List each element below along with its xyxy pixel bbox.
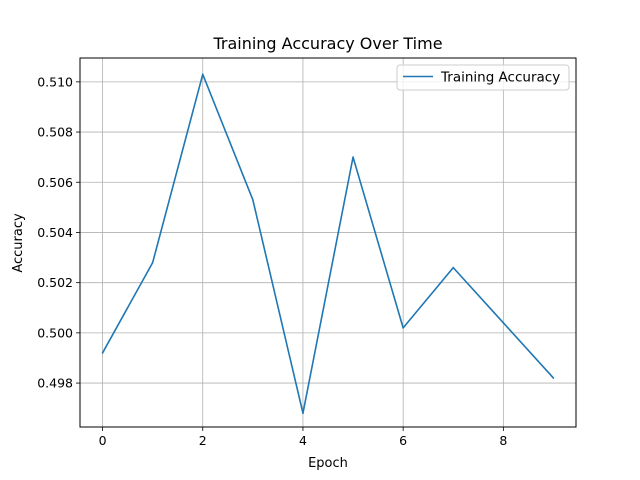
y-tick-label: 0.500 [37,325,73,340]
data-point [302,412,304,414]
series-line-0 [101,73,555,414]
data-point [101,352,104,354]
x-tick-label: 2 [199,433,207,448]
y-tick-label: 0.502 [37,275,73,290]
data-point [452,266,455,269]
series-layer [101,73,555,414]
x-tick-label: 4 [299,433,307,448]
data-point [402,327,404,329]
x-tick-label: 8 [499,433,507,448]
data-point [552,377,555,379]
y-tick-label: 0.506 [37,175,73,190]
legend-label: Training Accuracy [440,70,560,86]
x-tick-label: 0 [99,433,107,448]
data-point [502,322,505,324]
ticks: 0 2 4 6 8 0.498 0.500 0.502 0.504 0.506 0.508 0.510 [37,74,507,448]
y-tick-label: 0.504 [37,225,73,240]
data-point [151,261,154,264]
y-tick-label: 0.508 [37,125,73,140]
data-point [352,156,354,158]
y-tick-label: 0.498 [37,376,73,391]
x-axis-label: Epoch [308,456,348,471]
data-point [201,73,204,76]
y-axis-label: Accuracy [11,213,26,273]
grid [80,58,576,427]
legend-box [396,64,570,91]
data-point [252,199,254,201]
chart-title: Training Accuracy Over Time [212,34,442,53]
legend: Training Accuracy [396,64,570,91]
x-tick-label: 6 [399,433,407,448]
plot-area-frame [79,57,577,428]
y-tick-label: 0.510 [37,74,73,89]
